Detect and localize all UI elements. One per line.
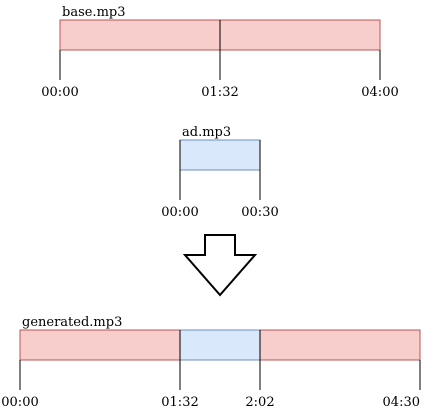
generated-segment-base-2 [259,329,421,361]
ad-track [179,139,261,171]
generated-tick-label-ad-end: 2:02 [245,395,274,410]
ad-file-title: ad.mp3 [182,125,231,140]
base-tick-label-start: 00:00 [41,85,78,100]
base-tick-label-end: 04:00 [361,85,398,100]
ad-tick-label-start: 00:00 [161,205,198,220]
generated-tick-label-ad-start: 01:32 [161,395,198,410]
down-arrow-icon [182,234,258,297]
generated-tick-label-end: 04:30 [383,395,420,410]
generated-tick-label-start: 00:00 [1,395,38,410]
base-file-title: base.mp3 [62,5,126,20]
generated-segment-base-1 [19,329,181,361]
generated-segment-ad [179,329,261,361]
base-tick-label-mid: 01:32 [201,85,238,100]
ad-tick-label-end: 00:30 [241,205,278,220]
generated-file-title: generated.mp3 [22,315,122,330]
